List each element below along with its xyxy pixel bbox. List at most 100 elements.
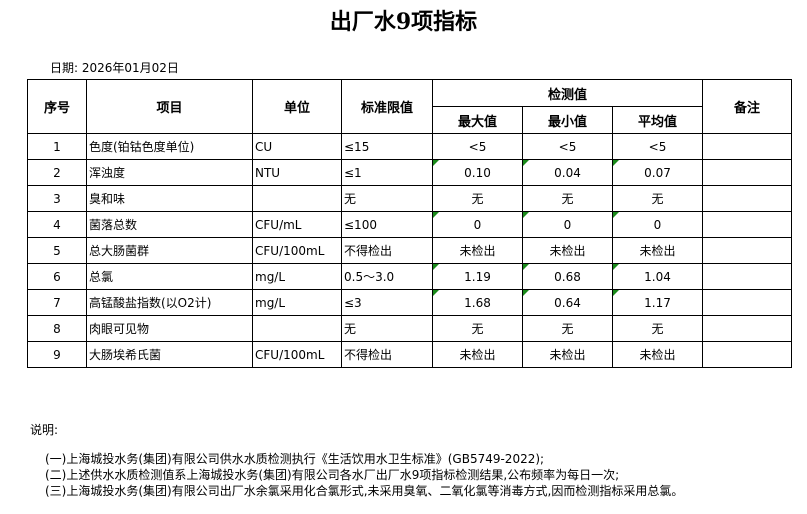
table-row: 8 肉眼可见物 无 无 无 无 <box>27 315 792 342</box>
cell-avg: 0.07 <box>612 159 703 186</box>
cell-text: 未检出 <box>639 244 676 258</box>
cell-text: <5 <box>468 139 487 154</box>
cell-text: 0.64 <box>554 295 581 310</box>
cell-text: 0.04 <box>554 165 581 180</box>
cell-text: 0.07 <box>644 165 671 180</box>
cell-text: 1.68 <box>464 295 491 310</box>
cell-item: 浑浊度 <box>86 159 253 186</box>
cell-text: 0.10 <box>464 165 491 180</box>
cell-text: 浑浊度 <box>89 166 126 180</box>
cell-limit: ≤100 <box>341 211 433 238</box>
error-indicator-icon <box>523 264 529 270</box>
cell-min: 未检出 <box>522 237 613 264</box>
cell-remark <box>702 263 792 290</box>
cell-text: CFU/100mL <box>255 243 325 258</box>
cell-text: CU <box>255 139 273 154</box>
cell-text: 1 <box>53 139 61 154</box>
table-row: 2 浑浊度 NTU ≤1 0.10 0.04 0.07 <box>27 159 792 186</box>
cell-text: 5 <box>53 243 61 258</box>
header-limit: 标准限值 <box>341 79 433 134</box>
header-item: 项目 <box>86 79 253 134</box>
cell-text: 无 <box>471 192 484 206</box>
error-indicator-icon <box>613 264 619 270</box>
cell-text: 无 <box>561 322 574 336</box>
cell-limit: 无 <box>341 185 433 212</box>
cell-text: 大肠埃希氏菌 <box>89 348 162 362</box>
header-seq: 序号 <box>27 79 87 134</box>
cell-text: ≤3 <box>344 295 362 310</box>
cell-max: 未检出 <box>432 341 523 368</box>
cell-text: 0.68 <box>554 269 581 284</box>
cell-text: 3 <box>53 191 61 206</box>
cell-text: <5 <box>648 139 667 154</box>
cell-seq: 2 <box>27 159 87 186</box>
cell-min: 0.64 <box>522 289 613 316</box>
cell-text: 未检出 <box>639 348 676 362</box>
cell-seq: 4 <box>27 211 87 238</box>
cell-min: <5 <box>522 133 613 160</box>
cell-remark <box>702 133 792 160</box>
cell-avg: 未检出 <box>612 237 703 264</box>
cell-min: 0 <box>522 211 613 238</box>
table-row: 9 大肠埃希氏菌 CFU/100mL 不得检出 未检出 未检出 未检出 <box>27 341 792 368</box>
cell-remark <box>702 185 792 212</box>
cell-text: 7 <box>53 295 61 310</box>
report-date: 日期: 2026年01月02日 <box>50 61 179 75</box>
cell-max: 无 <box>432 185 523 212</box>
cell-seq: 7 <box>27 289 87 316</box>
cell-text: 菌落总数 <box>89 218 138 232</box>
cell-text: 不得检出 <box>344 244 393 258</box>
page-title: 出厂水9项指标 <box>329 9 478 35</box>
cell-limit: ≤3 <box>341 289 433 316</box>
header-remark: 备注 <box>702 79 792 134</box>
cell-text: 未检出 <box>459 244 496 258</box>
cell-remark <box>702 341 792 368</box>
cell-limit: 0.5～3.0 <box>341 263 433 290</box>
cell-avg: 1.04 <box>612 263 703 290</box>
cell-limit: 不得检出 <box>341 341 433 368</box>
header-measured: 检测值 <box>432 79 703 107</box>
cell-avg: 0 <box>612 211 703 238</box>
cell-unit: mg/L <box>252 289 342 316</box>
cell-avg: 未检出 <box>612 341 703 368</box>
cell-text: 1.17 <box>644 295 671 310</box>
cell-text: 无 <box>651 322 664 336</box>
cell-text: 0.5～3.0 <box>344 270 395 284</box>
cell-text: 臭和味 <box>89 192 126 206</box>
cell-max: 1.68 <box>432 289 523 316</box>
cell-limit: ≤15 <box>341 133 433 160</box>
cell-max: <5 <box>432 133 523 160</box>
error-indicator-icon <box>433 290 439 296</box>
note-3: (三)上海城投水务(集团)有限公司出厂水余氯采用化合氯形式,未采用臭氧、二氧化氯… <box>45 484 684 498</box>
cell-min: 无 <box>522 315 613 342</box>
cell-limit: 无 <box>341 315 433 342</box>
cell-seq: 5 <box>27 237 87 264</box>
cell-unit: mg/L <box>252 263 342 290</box>
cell-text: 6 <box>53 269 61 284</box>
error-indicator-icon <box>433 212 439 218</box>
cell-item: 臭和味 <box>86 185 253 212</box>
cell-unit <box>252 315 342 342</box>
cell-text: CFU/100mL <box>255 347 325 362</box>
cell-text: 2 <box>53 165 61 180</box>
cell-seq: 6 <box>27 263 87 290</box>
error-indicator-icon <box>613 290 619 296</box>
table-row: 1 色度(铂钴色度单位) CU ≤15 <5 <5 <5 <box>27 133 792 160</box>
cell-text: 8 <box>53 321 61 336</box>
cell-text: 肉眼可见物 <box>89 322 150 336</box>
error-indicator-icon <box>613 160 619 166</box>
cell-limit: 不得检出 <box>341 237 433 264</box>
cell-text: mg/L <box>255 295 286 310</box>
error-indicator-icon <box>523 160 529 166</box>
cell-text: 未检出 <box>549 244 586 258</box>
cell-remark <box>702 315 792 342</box>
cell-text: 高锰酸盐指数(以O2计) <box>89 296 212 310</box>
cell-text: 无 <box>344 192 357 206</box>
cell-min: 0.04 <box>522 159 613 186</box>
cell-avg: 无 <box>612 315 703 342</box>
cell-limit: ≤1 <box>341 159 433 186</box>
table-row: 7 高锰酸盐指数(以O2计) mg/L ≤3 1.68 0.64 1.17 <box>27 289 792 316</box>
header-unit: 单位 <box>252 79 342 134</box>
error-indicator-icon <box>433 160 439 166</box>
cell-unit: CFU/100mL <box>252 341 342 368</box>
